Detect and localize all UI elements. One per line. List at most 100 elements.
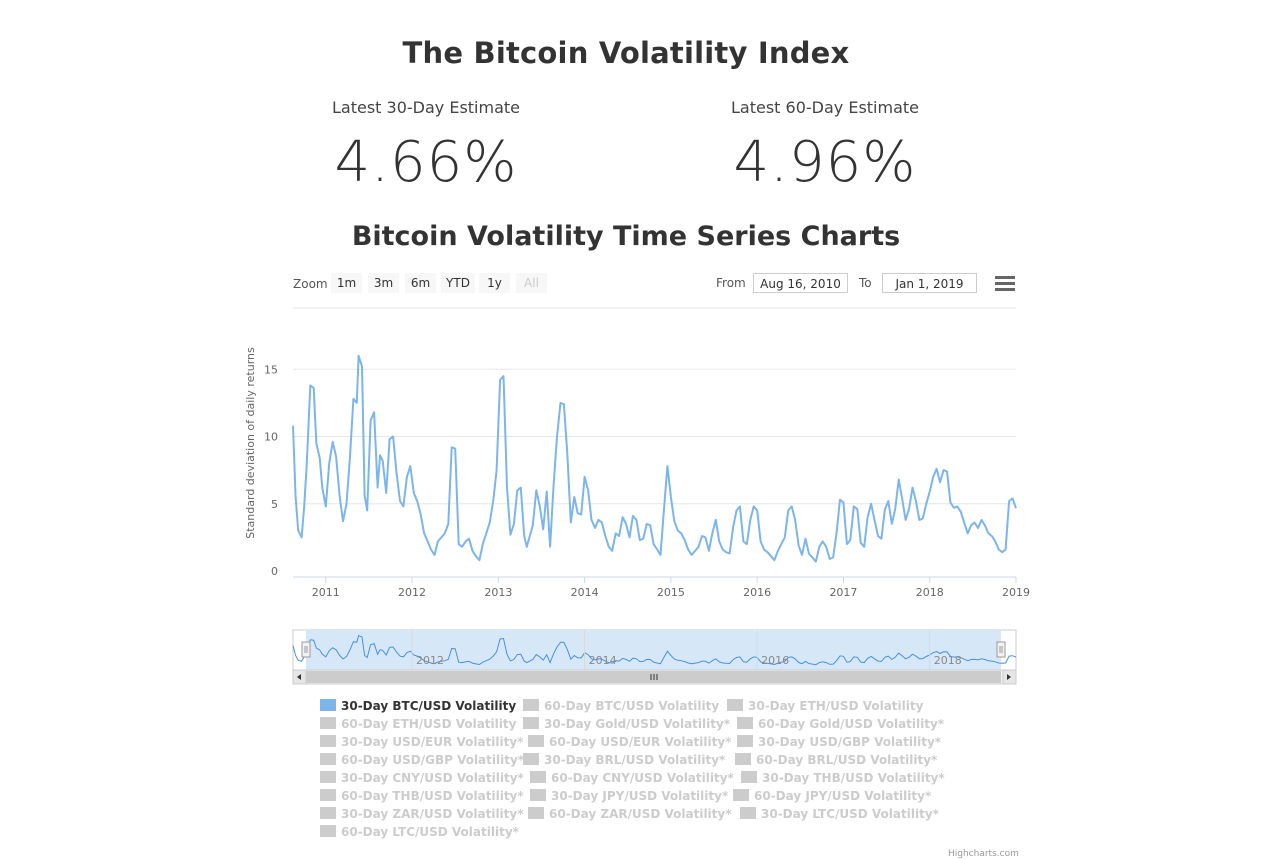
legend-swatch xyxy=(320,717,336,729)
legend-label: 60-Day ZAR/USD Volatility* xyxy=(549,807,732,821)
x-tick-label: 2017 xyxy=(829,586,857,599)
legend-swatch xyxy=(528,735,544,747)
legend-item[interactable]: 30-Day JPY/USD Volatility* xyxy=(530,789,728,803)
legend-item[interactable]: 60-Day ZAR/USD Volatility* xyxy=(528,807,732,821)
y-tick-label: 5 xyxy=(271,498,278,511)
legend-swatch xyxy=(320,753,336,765)
legend-item[interactable]: 60-Day USD/GBP Volatility* xyxy=(320,753,524,767)
x-tick-label: 2016 xyxy=(743,586,771,599)
legend-swatch xyxy=(320,771,336,783)
legend-item[interactable]: 60-Day Gold/USD Volatility* xyxy=(737,717,944,731)
estimate-30-label: Latest 30-Day Estimate xyxy=(331,98,520,117)
arrow-left-icon-glyph xyxy=(297,674,301,680)
page-title: The Bitcoin Volatility Index xyxy=(402,36,850,70)
legend-item[interactable]: 30-Day THB/USD Volatility* xyxy=(741,771,945,785)
legend-item[interactable]: 30-Day USD/GBP Volatility* xyxy=(737,735,941,749)
legend-label: 30-Day CNY/USD Volatility* xyxy=(341,771,524,785)
legend-swatch xyxy=(530,789,546,801)
zoom-all-button[interactable]: All xyxy=(516,273,547,293)
legend-item[interactable]: 30-Day BRL/USD Volatility* xyxy=(523,753,725,767)
y-axis-title: Standard deviation of daily returns xyxy=(244,347,257,539)
highcharts-credits[interactable]: Highcharts.com xyxy=(948,849,1019,859)
legend-label: 30-Day ETH/USD Volatility xyxy=(748,699,924,713)
legend-swatch xyxy=(741,771,757,783)
legend-item[interactable]: 60-Day BRL/USD Volatility* xyxy=(735,753,937,767)
legend-item[interactable]: 60-Day ETH/USD Volatility xyxy=(320,717,516,731)
legend-label: 30-Day LTC/USD Volatility* xyxy=(761,807,939,821)
legend-label: 30-Day BTC/USD Volatility xyxy=(341,699,517,713)
x-tick-label: 2018 xyxy=(916,586,944,599)
legend-item[interactable]: 30-Day USD/EUR Volatility* xyxy=(320,735,523,749)
charts-subtitle: Bitcoin Volatility Time Series Charts xyxy=(351,221,901,252)
x-tick-label: 2013 xyxy=(484,586,512,599)
navigator-tick-label: 2018 xyxy=(934,654,962,667)
navigator-tick-label: 2016 xyxy=(761,654,789,667)
hamburger-menu-icon[interactable] xyxy=(995,276,1015,292)
legend-item[interactable]: 60-Day CNY/USD Volatility* xyxy=(530,771,734,785)
estimate-30-value: 4.66% xyxy=(334,130,518,195)
legend-item[interactable]: 30-Day Gold/USD Volatility* xyxy=(523,717,730,731)
zoom-3m-button[interactable]: 3m xyxy=(368,273,399,293)
navigator-right-handle[interactable] xyxy=(996,641,1006,658)
legend-label: 60-Day JPY/USD Volatility* xyxy=(754,789,932,803)
legend-label: 60-Day LTC/USD Volatility* xyxy=(341,825,519,839)
legend-swatch xyxy=(320,699,336,711)
navigator-selected-range xyxy=(306,630,1001,670)
legend-swatch xyxy=(320,807,336,819)
to-label: To xyxy=(859,276,872,290)
legend-item[interactable]: 60-Day BTC/USD Volatility xyxy=(523,699,719,713)
x-tick-label: 2019 xyxy=(1002,586,1030,599)
legend-label: 60-Day BRL/USD Volatility* xyxy=(756,753,938,767)
navigator-left-handle[interactable] xyxy=(301,641,311,658)
zoom-1y-button[interactable]: 1y xyxy=(479,273,510,293)
from-label: From xyxy=(716,276,746,290)
x-tick-label: 2014 xyxy=(571,586,599,599)
legend-item[interactable]: 60-Day JPY/USD Volatility* xyxy=(733,789,931,803)
legend-label: 30-Day Gold/USD Volatility* xyxy=(544,717,731,731)
y-tick-label: 15 xyxy=(264,363,278,376)
estimate-60-label: Latest 60-Day Estimate xyxy=(730,98,919,117)
series-line-30-day-btc-usd[interactable] xyxy=(292,354,1017,563)
legend-swatch xyxy=(737,735,753,747)
legend-label: 60-Day USD/GBP Volatility* xyxy=(341,753,525,767)
legend-label: 30-Day USD/GBP Volatility* xyxy=(758,735,942,749)
zoom-ytd-button[interactable]: YTD xyxy=(441,273,475,293)
legend-item[interactable]: 60-Day THB/USD Volatility* xyxy=(320,789,524,803)
navigator-tick-label: 2012 xyxy=(416,654,444,667)
legend-item[interactable]: 30-Day CNY/USD Volatility* xyxy=(320,771,524,785)
legend-swatch xyxy=(740,807,756,819)
legend-swatch xyxy=(523,699,539,711)
navigator-series-line xyxy=(292,634,1017,666)
legend-swatch xyxy=(320,789,336,801)
legend-label: 60-Day ETH/USD Volatility xyxy=(341,717,517,731)
legend-swatch xyxy=(733,789,749,801)
legend-swatch xyxy=(320,735,336,747)
legend-label: 60-Day USD/EUR Volatility* xyxy=(549,735,732,749)
to-date-input[interactable]: Jan 1, 2019 xyxy=(882,273,977,293)
legend-item[interactable]: 30-Day BTC/USD Volatility xyxy=(320,699,516,713)
zoom-1m-button[interactable]: 1m xyxy=(331,273,362,293)
legend-swatch xyxy=(737,717,753,729)
estimate-60-value: 4.96% xyxy=(733,130,917,195)
legend-swatch xyxy=(530,771,546,783)
legend-swatch xyxy=(528,807,544,819)
legend-swatch xyxy=(735,753,751,765)
from-date-input[interactable]: Aug 16, 2010 xyxy=(753,273,848,293)
legend-label: 60-Day Gold/USD Volatility* xyxy=(758,717,945,731)
legend-label: 30-Day THB/USD Volatility* xyxy=(762,771,945,785)
legend-label: 60-Day THB/USD Volatility* xyxy=(341,789,524,803)
legend-swatch xyxy=(523,753,539,765)
legend-label: 30-Day ZAR/USD Volatility* xyxy=(341,807,524,821)
legend-swatch xyxy=(523,717,539,729)
x-tick-label: 2012 xyxy=(398,586,426,599)
legend-item[interactable]: 60-Day USD/EUR Volatility* xyxy=(528,735,731,749)
legend-item[interactable]: 60-Day LTC/USD Volatility* xyxy=(320,825,519,839)
legend-item[interactable]: 30-Day ZAR/USD Volatility* xyxy=(320,807,524,821)
zoom-6m-button[interactable]: 6m xyxy=(405,273,436,293)
legend-item[interactable]: 30-Day LTC/USD Volatility* xyxy=(740,807,939,821)
arrow-right-icon-glyph xyxy=(1007,674,1011,680)
legend-label: 60-Day CNY/USD Volatility* xyxy=(551,771,734,785)
legend-label: 30-Day USD/EUR Volatility* xyxy=(341,735,524,749)
legend-item[interactable]: 30-Day ETH/USD Volatility xyxy=(727,699,923,713)
